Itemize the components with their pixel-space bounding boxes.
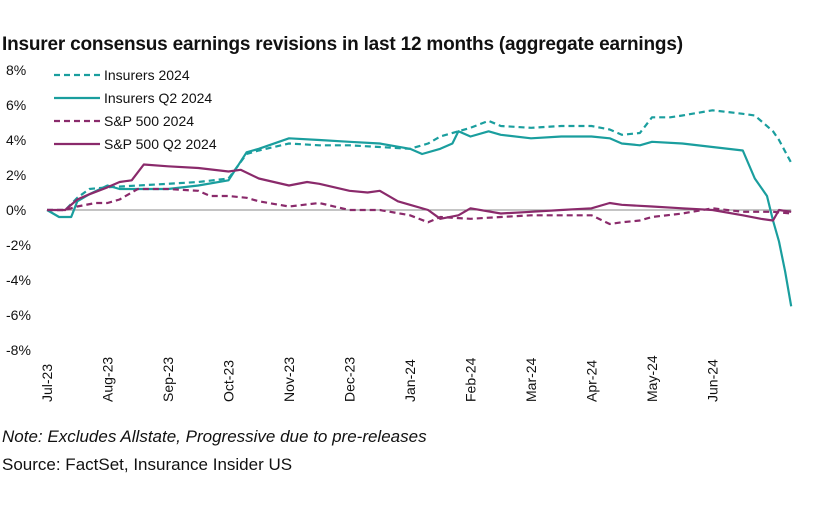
- y-tick-label: 4%: [6, 132, 26, 148]
- series-line-s-p-500-2024: [47, 187, 792, 226]
- x-tick-label: Jan-24: [402, 359, 418, 402]
- y-tick-label: 6%: [6, 97, 26, 113]
- series-line-insurers-q2-2024: [46, 130, 793, 307]
- x-tick-label: Sep-23: [160, 357, 176, 402]
- y-tick-label: -8%: [6, 342, 31, 358]
- y-tick-label: 0%: [6, 202, 26, 218]
- y-tick-label: -6%: [6, 307, 31, 323]
- x-tick-label: Aug-23: [100, 357, 116, 402]
- x-tick-label: Apr-24: [584, 360, 600, 402]
- x-tick-label: Nov-23: [281, 357, 297, 402]
- y-axis: 8% 6% 4% 2% 0% -2% -4% -6% -8%: [6, 62, 31, 358]
- x-tick-label: Oct-23: [221, 360, 237, 402]
- line-chart: 8% 6% 4% 2% 0% -2% -4% -6% -8% Jul-23 Aug-23 Sep-2…: [6, 62, 793, 402]
- legend-label: Insurers 2024: [104, 67, 190, 83]
- y-tick-label: -4%: [6, 272, 31, 288]
- x-tick-label: Mar-24: [523, 357, 539, 402]
- series-line-s-p-500-q2-2024: [47, 163, 792, 222]
- x-tick-label: May-24: [644, 355, 660, 402]
- x-axis: Jul-23 Aug-23 Sep-23 Oct-23 Nov-23 Dec-23 Jan-…: [39, 355, 721, 402]
- legend-label: S&P 500 2024: [104, 113, 194, 129]
- y-tick-label: -2%: [6, 237, 31, 253]
- x-tick-label: Dec-23: [342, 357, 358, 402]
- y-tick-label: 8%: [6, 62, 26, 78]
- series-lines: [46, 109, 793, 307]
- x-tick-label: Jun-24: [705, 359, 721, 402]
- legend-label: Insurers Q2 2024: [104, 90, 212, 106]
- chart-note: Note: Excludes Allstate, Progressive due…: [2, 427, 427, 446]
- legend: Insurers 2024 Insurers Q2 2024 S&P 500 202…: [54, 67, 217, 152]
- x-tick-label: Feb-24: [463, 357, 479, 402]
- y-tick-label: 2%: [6, 167, 26, 183]
- series-line-insurers-2024: [47, 109, 793, 212]
- legend-label: S&P 500 Q2 2024: [104, 136, 217, 152]
- chart-source: Source: FactSet, Insurance Insider US: [2, 455, 293, 474]
- x-tick-label: Jul-23: [39, 364, 55, 402]
- chart-title: Insurer consensus earnings revisions in …: [2, 34, 683, 55]
